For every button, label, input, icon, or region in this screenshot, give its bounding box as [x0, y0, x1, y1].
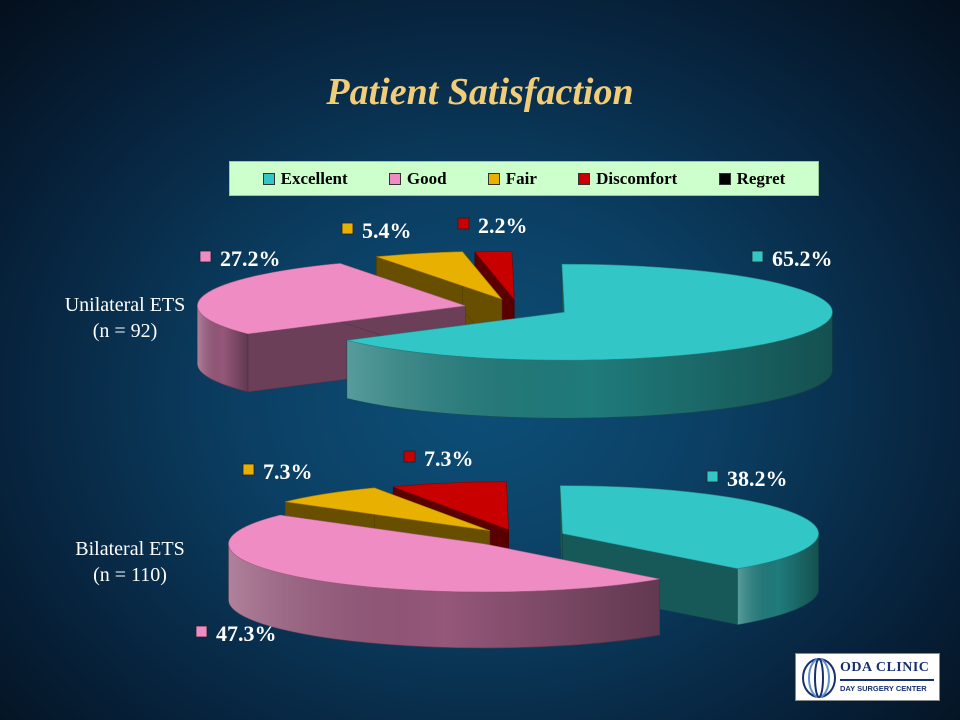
clinic-logo-icon [802, 658, 836, 698]
legend-label: Fair [505, 168, 537, 188]
slice-side-shade [228, 543, 660, 648]
data-label-key [403, 450, 416, 463]
slice-top-face [376, 251, 503, 300]
data-label-text: 27.2% [220, 246, 281, 271]
slice-top-face [197, 263, 466, 335]
data-label-key [199, 250, 212, 263]
data-label-key [341, 222, 354, 235]
oda-clinic-logo: ODA CLINIC DAY SURGERY CENTER [795, 653, 940, 701]
data-label-good: 47.3% [195, 621, 277, 646]
legend-swatch [578, 172, 591, 185]
data-label-text: 5.4% [362, 218, 412, 243]
bilateral-group-label: Bilateral ETS (n = 110) [45, 536, 215, 588]
slice-top-face [559, 485, 819, 569]
unilateral-group-label: Unilateral ETS (n = 92) [40, 292, 210, 344]
legend-item-good: Good [388, 168, 447, 189]
legend-item-discomfort: Discomfort [578, 169, 677, 189]
data-label-good: 27.2% [199, 246, 281, 271]
data-label-discomfort: 2.2% [457, 213, 528, 238]
slice-top-face [346, 263, 833, 361]
slice-side-shade [737, 533, 819, 625]
group-label-line: Unilateral ETS [64, 294, 186, 316]
legend-swatch [718, 172, 731, 185]
group-label-line: (n = 92) [92, 320, 158, 342]
slide-title: Patient Satisfaction [326, 71, 634, 113]
bilateral-pie: 38.2% 47.3% 7.3% 7.3% [195, 446, 819, 649]
slice-top-face [393, 481, 509, 531]
data-label-key [706, 470, 719, 483]
data-label-fair: 7.3% [242, 459, 313, 484]
data-label-discomfort: 7.3% [403, 446, 474, 471]
legend-swatch [487, 172, 500, 185]
clinic-name: ODA CLINIC [840, 660, 930, 675]
legend-swatch [388, 172, 401, 185]
data-label-excellent: 38.2% [706, 466, 788, 491]
legend-item-excellent: Excellent [262, 168, 348, 189]
legend-item-regret: Regret [718, 168, 786, 189]
data-label-text: 7.3% [263, 459, 313, 484]
legend-label: Excellent [280, 168, 348, 188]
legend-label: Regret [736, 168, 786, 188]
slice-top-face [285, 487, 490, 531]
slice-top-face [474, 251, 515, 301]
data-label-key [242, 463, 255, 476]
slice-side-shade [197, 305, 249, 392]
data-label-text: 2.2% [478, 213, 528, 238]
legend-swatch [262, 172, 275, 185]
logo-divider [840, 679, 934, 681]
data-label-key [195, 625, 208, 638]
unilateral-pie: 65.2% 27.2% 5.4% 2.2% [197, 213, 833, 419]
slice-top-face [228, 514, 660, 593]
data-label-excellent: 65.2% [751, 246, 833, 271]
legend-label: Discomfort [596, 168, 678, 188]
data-label-text: 7.3% [424, 446, 474, 471]
data-label-text: 65.2% [772, 246, 833, 271]
data-label-fair: 5.4% [341, 218, 412, 243]
data-label-key [457, 217, 470, 230]
pie-slice-good [228, 514, 660, 649]
legend-item-fair: Fair [487, 168, 537, 189]
clinic-subtitle: DAY SURGERY CENTER [840, 684, 927, 693]
group-label-line: (n = 110) [93, 564, 167, 586]
data-label-text: 47.3% [216, 621, 277, 646]
pie-slice-excellent [346, 263, 833, 419]
slice-side-shade [347, 312, 833, 419]
data-label-key [751, 250, 764, 263]
data-label-text: 38.2% [727, 466, 788, 491]
group-label-line: Bilateral ETS [75, 538, 185, 560]
chart-legend: Excellent Good Fair Discomfort Regret [229, 161, 819, 196]
legend-label: Good [406, 168, 447, 188]
